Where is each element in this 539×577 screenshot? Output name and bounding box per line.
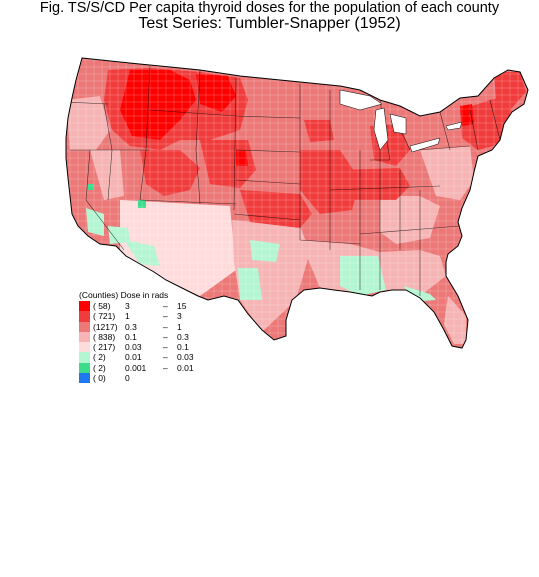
legend-dose-low: 3 [125,301,130,311]
legend-header: (Counties) Dose in rads [79,290,169,300]
legend-row: ( 2) 0.01 –0.03 [79,352,194,363]
legend-row: ( 217) 0.03 –0.1 [79,342,189,353]
legend-swatch [79,331,90,343]
legend-dose-low: 0.3 [125,321,137,332]
legend-county-count: ( 217) [93,342,116,353]
legend-dose-high: 0.1 [177,342,189,353]
legend-dose-low: 0.01 [125,352,142,363]
legend: (Counties) Dose in rads ( 58) 3–15( 721) 1… [79,290,194,384]
figure-subtitle: Test Series: Tumbler-Snapper (1952) [138,15,401,32]
legend-dose-low: 1 [125,311,130,322]
legend-county-count: ( 721) [93,311,116,322]
legend-dash: – [163,301,168,311]
legend-swatch [79,301,90,312]
legend-dose-low: 0.1 [125,331,137,342]
legend-swatch [79,362,90,374]
figure-title: Fig. TS/S/CD Per capita thyroid doses fo… [39,0,500,16]
legend-swatch [79,311,90,322]
legend-dash: – [163,362,168,373]
legend-county-count: ( 58) [93,301,111,311]
legend-dose-high: 3 [177,311,182,322]
legend-row: ( 721) 1 –3 [79,311,182,322]
legend-dash: – [163,352,168,363]
legend-dose-low: 0.03 [125,342,142,353]
legend-dose-high: 15 [177,301,187,311]
legend-swatch [79,342,90,353]
legend-dose-high: 0.3 [177,331,189,342]
legend-dash: – [163,321,168,332]
legend-row: (1217) 0.3 –1 [79,321,182,332]
legend-county-count: ( 2) [93,362,106,373]
legend-dash: – [163,311,168,322]
legend-row: ( 58) 3 –15 [79,301,186,312]
legend-swatch [79,321,90,332]
legend-dose-low: 0.001 [125,362,147,373]
legend-dose-high: 0.01 [177,362,194,373]
legend-dose-high: 0.03 [177,352,194,363]
legend-county-count: ( 838) [93,331,116,342]
legend-county-count: (1217) [93,321,118,332]
legend-row: ( 0) 0 [79,373,168,384]
legend-swatch [79,373,90,384]
legend-row: ( 2) 0.001 –0.01 [79,362,194,374]
legend-dose-high: 1 [177,321,182,332]
legend-dose-low: 0 [125,373,130,384]
us-county-dose-map [65,57,529,349]
legend-county-count: ( 2) [93,352,106,363]
legend-row: ( 838) 0.1 –0.3 [79,331,189,343]
legend-county-count: ( 0) [93,373,106,384]
legend-dash: – [163,331,168,342]
legend-swatch [79,352,90,363]
legend-dash: – [163,342,168,353]
